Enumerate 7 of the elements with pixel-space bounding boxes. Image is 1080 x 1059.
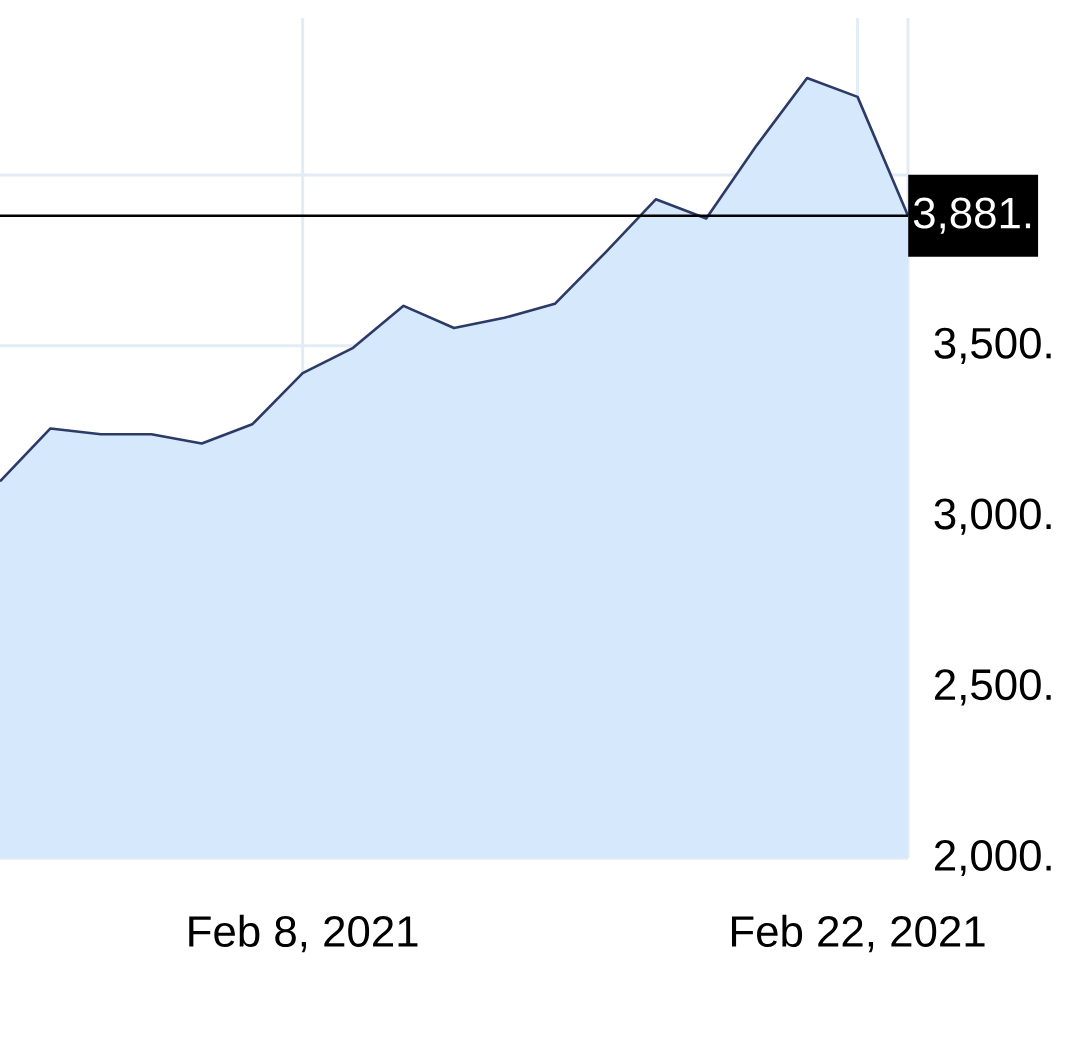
y-tick-label: 3,500. (934, 327, 1051, 364)
x-tick-label: Feb 22, 2021 (731, 914, 985, 953)
ref-line-label: 3,881. (913, 197, 1031, 234)
y-tick-label: 3,000. (934, 498, 1051, 535)
y-tick-label: 2,000. (935, 839, 1051, 877)
x-tick-label: Feb 8, 2021 (189, 914, 418, 953)
y-tick-label: 2,500. (935, 669, 1051, 706)
